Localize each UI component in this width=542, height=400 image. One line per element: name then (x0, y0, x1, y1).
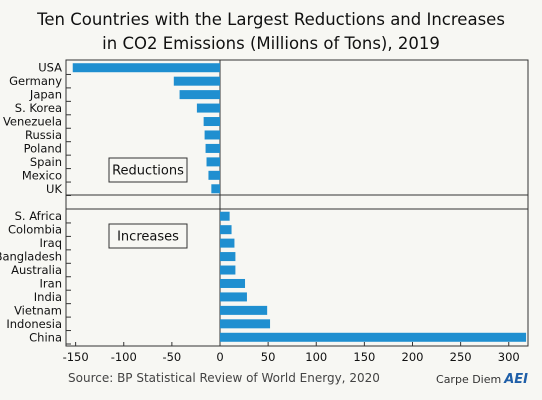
category-label: Iraq (40, 236, 62, 250)
bar (196, 103, 220, 113)
plot-frame (65, 59, 529, 347)
chart-title: Ten Countries with the Largest Reduction… (0, 8, 542, 56)
bar (220, 319, 271, 329)
category-label: India (34, 290, 62, 304)
category-label: Japan (29, 88, 62, 102)
category-label: Mexico (22, 168, 62, 182)
x-tick-label: 50 (261, 350, 276, 364)
x-tick-label: 150 (353, 350, 375, 364)
title-line-1: Ten Countries with the Largest Reduction… (37, 10, 505, 29)
category-label: UK (46, 182, 62, 196)
bar (220, 332, 527, 342)
x-tick-label: -150 (63, 350, 89, 364)
bar (179, 90, 220, 100)
bar (220, 238, 235, 248)
brand-text: Carpe Diem (436, 373, 502, 386)
group-label: Reductions (112, 164, 184, 179)
reductions-label-box (108, 157, 188, 183)
group-label: Increases (117, 230, 179, 245)
bar (220, 265, 236, 275)
x-tick-label: 250 (450, 350, 472, 364)
category-label: Russia (25, 128, 62, 142)
category-label: Vietnam (14, 303, 62, 317)
bar (204, 130, 220, 140)
bar (72, 63, 220, 73)
x-tick-label: 0 (216, 350, 223, 364)
bar (220, 305, 268, 315)
bar (203, 117, 220, 127)
bar (220, 278, 246, 288)
category-label: Iran (40, 276, 62, 290)
bar (220, 292, 247, 302)
x-tick-label: 300 (498, 350, 520, 364)
category-label: Australia (11, 263, 62, 277)
bar (220, 225, 232, 235)
brand: Carpe Diem AEI (436, 372, 528, 387)
aei-logo-icon: AEI (504, 372, 528, 387)
category-label: USA (38, 61, 62, 75)
category-label: Colombia (8, 223, 62, 237)
category-label: Indonesia (6, 317, 62, 331)
source-note: Source: BP Statistical Review of World E… (68, 371, 380, 385)
title-line-2: in CO2 Emissions (Millions of Tons), 201… (102, 34, 440, 53)
x-tick-label: -50 (162, 350, 181, 364)
bar (220, 252, 236, 262)
category-label: Spain (30, 155, 62, 169)
x-tick-label: -100 (111, 350, 137, 364)
bar (208, 170, 220, 180)
bar (206, 157, 220, 167)
x-tick-label: 100 (305, 350, 327, 364)
bar (220, 211, 230, 221)
category-label: Bangladesh (0, 250, 62, 264)
category-label: S. Africa (15, 209, 62, 223)
bar (205, 143, 220, 153)
increases-label-box (108, 223, 188, 249)
category-label: S. Korea (15, 101, 62, 115)
category-label: Germany (9, 74, 62, 88)
category-label: Venezuela (3, 115, 62, 129)
bar (173, 76, 220, 86)
bar (211, 184, 220, 194)
category-label: Poland (24, 141, 62, 155)
x-tick-label: 200 (402, 350, 424, 364)
category-label: China (29, 330, 62, 344)
